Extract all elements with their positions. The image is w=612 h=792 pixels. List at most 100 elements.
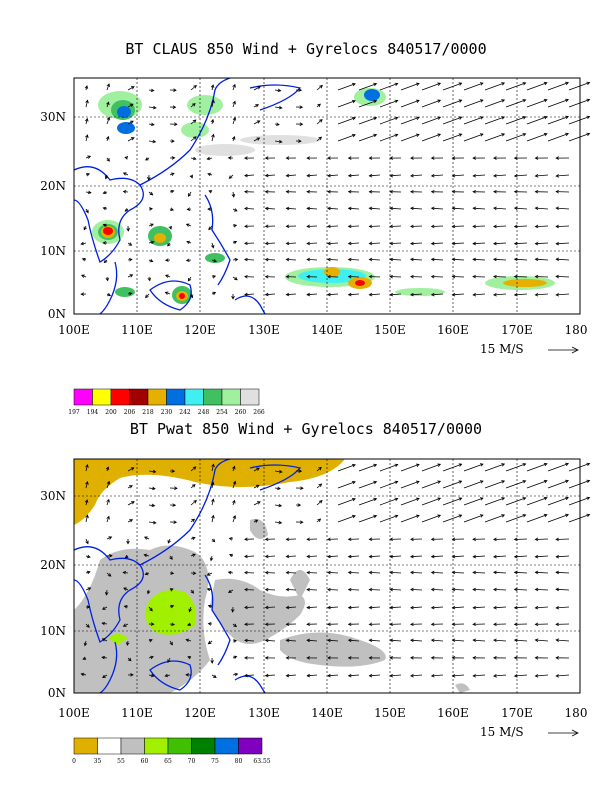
wind-vector-head <box>207 622 212 626</box>
wind-vector-head <box>254 519 259 523</box>
wind-vector-head <box>534 241 539 246</box>
wind-vector-head <box>347 274 352 279</box>
colorbar-label: 230 <box>161 409 173 416</box>
wind-vector-head <box>327 241 331 246</box>
wind-vector <box>369 174 381 177</box>
wind-vector-head <box>522 82 527 86</box>
wind-vector-head <box>233 655 238 660</box>
wind-vector-head <box>227 156 232 160</box>
wind-vector <box>431 555 444 558</box>
wind-vector-head <box>306 537 310 542</box>
panel1-lon-150: 150E <box>374 323 406 337</box>
wind-vector <box>473 276 486 278</box>
wind-vector <box>568 514 590 523</box>
colorbar-swatch <box>238 737 263 755</box>
wind-vector <box>265 293 276 296</box>
wind-vector-head <box>493 570 497 575</box>
wind-vector-head <box>373 463 378 468</box>
wind-vector-head <box>232 465 236 470</box>
wind-vector <box>85 515 88 523</box>
wind-vector-head <box>458 497 463 501</box>
wind-vector <box>286 174 297 177</box>
wind-vector-head <box>352 116 356 121</box>
wind-vector <box>410 555 423 558</box>
panel1-map: 30N 20N 10N 0N 100E 110E 120E 130E 140E … <box>40 77 591 356</box>
wind-vector-head <box>264 156 269 160</box>
wind-vector <box>442 514 462 523</box>
panel2-lon-170: 170E <box>501 706 533 720</box>
wind-vector-head <box>451 173 456 178</box>
wind-vector-head <box>227 589 232 593</box>
wind-vector <box>85 191 91 194</box>
wind-vector <box>493 293 507 296</box>
wind-vector-head <box>430 537 435 542</box>
wind-vector-head <box>410 156 414 160</box>
wind-vector-head <box>410 638 414 643</box>
wind-vector <box>526 514 548 523</box>
wind-vector-head <box>278 105 283 110</box>
wind-vector <box>316 483 322 489</box>
wind-vector <box>484 480 505 489</box>
wind-vector <box>286 555 297 557</box>
wind-vector <box>452 225 465 227</box>
wind-vector-head <box>513 554 518 559</box>
wind-vector-head <box>543 115 548 120</box>
wind-vector <box>514 207 528 210</box>
wind-vector-head <box>150 673 155 678</box>
wind-vector <box>369 555 381 558</box>
wind-vector-head <box>171 156 176 160</box>
colorbar-label: 75 <box>211 758 219 765</box>
wind-vector <box>244 208 255 210</box>
wind-vector-head <box>430 206 435 211</box>
wind-vector-head <box>437 480 442 484</box>
wind-vector <box>452 293 465 296</box>
wind-vector <box>106 117 110 125</box>
panel1-gridlines <box>74 78 580 314</box>
wind-vector <box>452 572 465 574</box>
wind-vector-head <box>231 136 236 140</box>
wind-vector <box>232 101 236 108</box>
wind-vector-head <box>191 518 196 523</box>
wind-vector-head <box>373 480 378 485</box>
wind-vector-head <box>451 292 456 297</box>
wind-vector <box>327 293 339 296</box>
wind-vector <box>431 174 444 177</box>
wind-vector <box>286 589 297 591</box>
wind-vector-head <box>80 241 85 246</box>
wind-vector-head <box>555 292 560 297</box>
wind-vector <box>556 242 570 245</box>
wind-vector-head <box>299 520 304 524</box>
wind-vector-head <box>174 486 178 490</box>
wind-vector-head <box>255 104 260 108</box>
wind-vector-head <box>415 480 420 484</box>
wind-vector <box>274 89 281 92</box>
wind-vector-head <box>187 277 192 282</box>
wind-vector <box>348 259 360 261</box>
wind-vector <box>535 538 549 540</box>
wind-vector-head <box>534 570 539 575</box>
wind-vector-head <box>389 206 394 211</box>
wind-vector-head <box>555 174 560 178</box>
wind-vector-head <box>167 539 171 544</box>
wind-vector-head <box>192 103 196 107</box>
wind-vector <box>431 606 444 609</box>
wind-vector-head <box>264 638 269 643</box>
wind-vector <box>400 100 420 108</box>
wind-vector <box>568 99 590 108</box>
wind-vector <box>493 538 507 540</box>
wind-vector <box>547 116 569 125</box>
wind-vector <box>400 464 420 472</box>
wind-vector <box>379 481 398 489</box>
wind-vector <box>127 501 135 506</box>
wind-vector-head <box>211 498 215 503</box>
wind-vector-head <box>513 673 518 678</box>
wind-vector-head <box>244 173 248 178</box>
wind-vector <box>265 606 276 608</box>
wind-vector-head <box>368 605 373 610</box>
wind-vector-head <box>232 480 237 485</box>
wind-vector-head <box>472 173 477 178</box>
wind-vector-head <box>192 156 197 161</box>
wind-vector <box>102 656 108 659</box>
wind-vector-head <box>206 156 211 161</box>
wind-vector-head <box>586 462 591 467</box>
